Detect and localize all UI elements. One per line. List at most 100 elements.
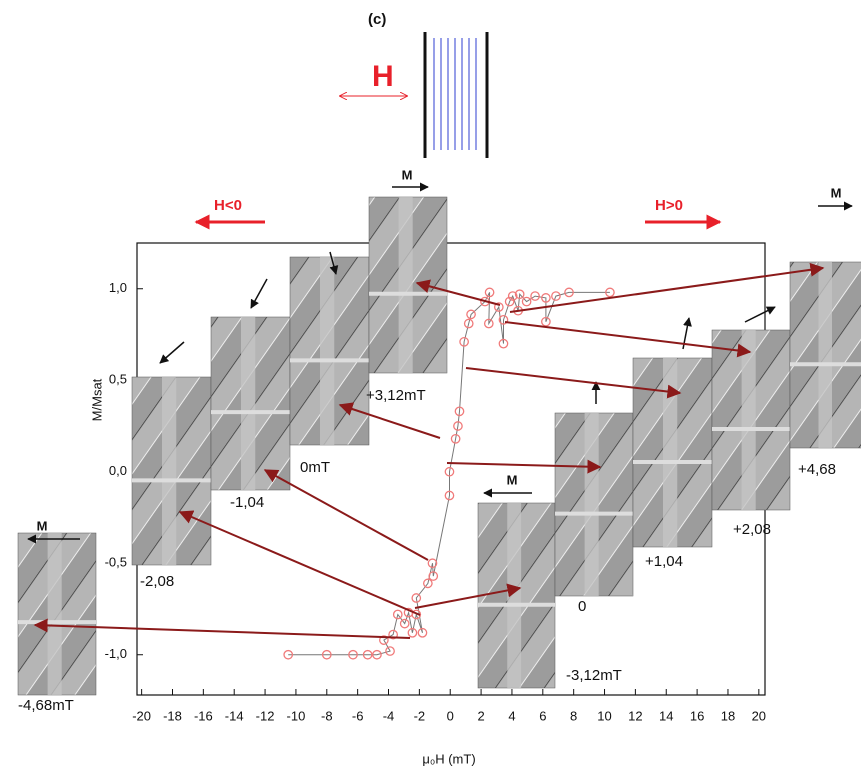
negative-field-label: H<0 — [214, 197, 242, 214]
x-tick-label: -10 — [287, 708, 306, 723]
connector-arrow — [263, 469, 429, 561]
data-point — [453, 421, 463, 431]
data-point — [399, 618, 410, 629]
x-tick-label: 20 — [752, 708, 766, 723]
data-point — [466, 309, 476, 320]
data-point — [321, 649, 332, 660]
x-tick-label: -6 — [352, 708, 364, 723]
data-point — [484, 287, 495, 298]
connector-arrow — [414, 583, 522, 609]
image-label: -4,68mT — [18, 697, 74, 714]
data-point — [417, 627, 428, 638]
domain-image-stripe — [663, 358, 678, 547]
domain-image-stripe — [398, 197, 413, 373]
domain-image-stripe — [320, 257, 335, 445]
data-point — [514, 289, 525, 300]
x-axis-label: μ₀H (mT) — [422, 751, 475, 766]
data-point — [605, 287, 615, 298]
data-point — [411, 609, 422, 620]
y-tick-label: -0,5 — [105, 555, 127, 570]
x-tick-label: 14 — [659, 708, 673, 723]
x-tick-label: -20 — [132, 708, 151, 723]
x-tick-label: 2 — [477, 708, 484, 723]
x-tick-label: -16 — [194, 708, 213, 723]
data-point — [498, 315, 509, 325]
data-point — [530, 291, 540, 301]
data-point — [423, 578, 433, 589]
y-tick-label: 1,0 — [109, 280, 127, 295]
magnetization-label: M — [831, 185, 842, 200]
domain-arrow — [329, 251, 339, 275]
x-tick-label: 16 — [690, 708, 704, 723]
image-label: +1,04 — [645, 553, 683, 570]
data-point — [372, 649, 382, 660]
x-tick-label: 4 — [508, 708, 515, 723]
image-label: 0 — [578, 598, 586, 615]
data-point — [385, 646, 395, 656]
data-point — [541, 316, 551, 327]
x-tick-label: 0 — [447, 708, 454, 723]
data-point — [428, 571, 439, 581]
domain-image-stripe — [241, 317, 256, 490]
data-point — [463, 318, 474, 329]
y-axis-label: M/Msat — [89, 378, 104, 421]
magnetization-label: M — [507, 472, 518, 487]
data-point — [551, 291, 561, 301]
data-point — [362, 649, 373, 660]
data-point — [564, 287, 574, 298]
x-tick-label: 12 — [628, 708, 642, 723]
data-point — [283, 649, 294, 660]
data-point — [392, 609, 403, 620]
domain-image-stripe — [584, 413, 599, 596]
domain-arrow — [159, 341, 185, 364]
magnetization-label: M — [402, 167, 413, 182]
connector-arrow — [509, 262, 825, 313]
data-point — [507, 291, 518, 301]
connector-arrow — [465, 367, 682, 399]
connector-arrow — [33, 618, 411, 639]
image-label: -3,12mT — [566, 667, 622, 684]
data-point — [444, 490, 455, 501]
image-label: -1,04 — [230, 494, 264, 511]
data-point — [459, 336, 469, 347]
image-label: +4,68 — [798, 461, 836, 478]
connector-arrow — [338, 402, 441, 439]
domain-image-stripe — [741, 330, 756, 510]
x-tick-label: 6 — [539, 708, 546, 723]
image-label: +3,12mT — [366, 387, 426, 404]
x-tick-label: 8 — [570, 708, 577, 723]
data-point — [498, 338, 509, 349]
x-tick-label: -12 — [256, 708, 275, 723]
data-point — [444, 466, 455, 477]
domain-arrow — [744, 306, 776, 323]
domain-image-stripe — [818, 262, 832, 448]
connector-arrow — [446, 459, 602, 474]
positive-field-label: H>0 — [655, 197, 683, 214]
x-tick-label: -14 — [225, 708, 244, 723]
data-point — [521, 296, 532, 307]
data-point — [493, 302, 504, 312]
x-tick-label: -2 — [414, 708, 426, 723]
data-point — [411, 593, 422, 603]
data-point — [504, 296, 515, 307]
stripe-schematic — [423, 32, 489, 158]
y-tick-label: 0,0 — [109, 463, 127, 478]
data-point — [483, 318, 494, 329]
panel-label: (c) — [368, 11, 386, 28]
data-point — [454, 406, 465, 417]
data-point — [388, 629, 398, 640]
y-tick-label: -1,0 — [105, 646, 127, 661]
data-point — [450, 433, 461, 444]
domain-arrow — [250, 278, 268, 309]
x-tick-label: -4 — [383, 708, 395, 723]
data-point — [348, 649, 358, 660]
x-tick-label: -8 — [321, 708, 333, 723]
magnetization-label: M — [37, 518, 48, 533]
connector-arrow — [415, 279, 501, 306]
domain-image-stripe — [162, 377, 177, 565]
x-tick-label: 10 — [597, 708, 611, 723]
field-symbol: H — [372, 60, 394, 93]
domain-image-stripe — [47, 533, 62, 695]
